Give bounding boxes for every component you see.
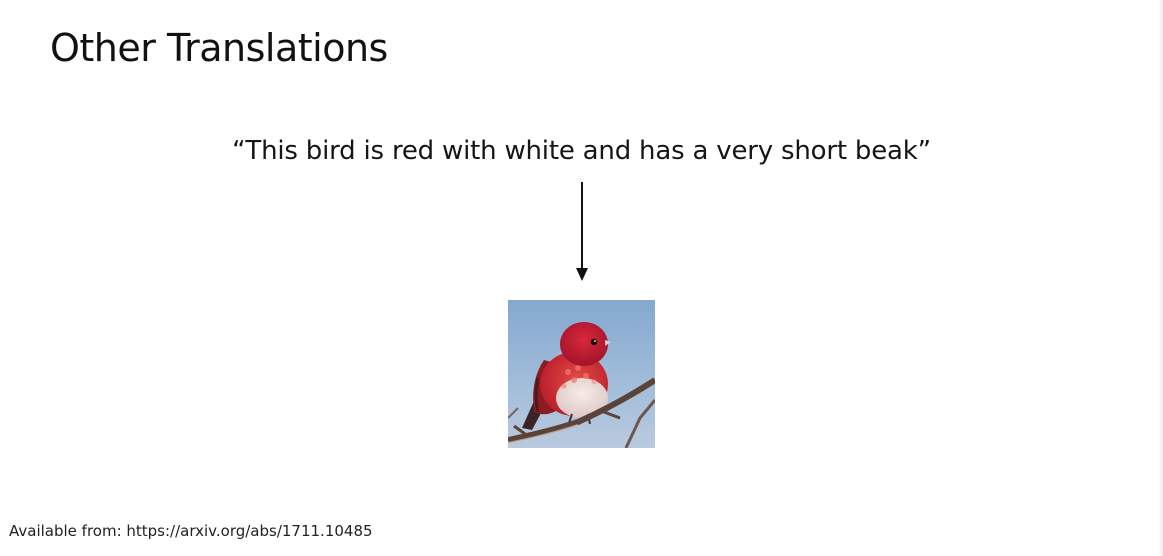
text-caption: “This bird is red with white and has a v… (0, 136, 1163, 166)
generated-bird-image (508, 300, 655, 448)
down-arrow-icon (576, 182, 588, 281)
slide-edge (1159, 0, 1163, 556)
source-citation: Available from: https://arxiv.org/abs/17… (9, 522, 373, 540)
slide-title: Other Translations (50, 26, 388, 70)
caption-text: “This bird is red with white and has a v… (232, 136, 931, 166)
bird-illustration (508, 300, 655, 448)
